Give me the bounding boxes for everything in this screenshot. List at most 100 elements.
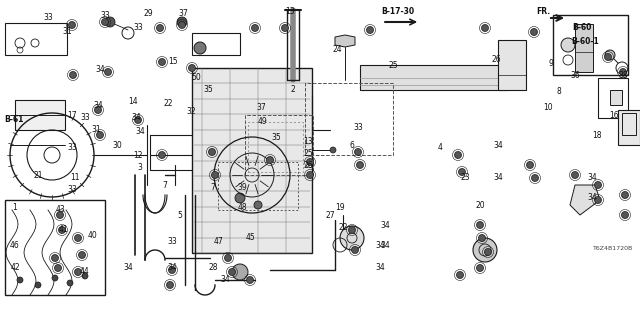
Circle shape	[531, 28, 538, 36]
Text: B-61: B-61	[4, 116, 24, 124]
Text: 4: 4	[438, 143, 442, 153]
Text: 10: 10	[543, 102, 553, 111]
Circle shape	[473, 238, 497, 262]
Text: 44: 44	[80, 268, 90, 276]
Circle shape	[105, 17, 115, 27]
Circle shape	[51, 254, 58, 261]
Text: 26: 26	[303, 161, 313, 170]
Circle shape	[70, 71, 77, 78]
Text: 13: 13	[285, 7, 295, 17]
Text: 3: 3	[138, 164, 143, 172]
Circle shape	[102, 19, 109, 26]
Circle shape	[228, 268, 236, 276]
Circle shape	[134, 116, 141, 124]
Text: 34: 34	[587, 173, 597, 182]
Circle shape	[531, 174, 538, 181]
Text: 7: 7	[163, 180, 168, 189]
Bar	[305, 83, 393, 155]
Circle shape	[82, 273, 88, 279]
Text: 34: 34	[95, 66, 105, 75]
Circle shape	[621, 191, 628, 198]
Circle shape	[67, 280, 73, 286]
Circle shape	[572, 172, 579, 179]
Bar	[192, 68, 312, 253]
Text: 28: 28	[208, 263, 218, 273]
Text: 15: 15	[168, 58, 178, 67]
Circle shape	[159, 59, 166, 66]
Text: 34: 34	[375, 241, 385, 250]
Text: 8: 8	[557, 87, 561, 97]
Text: 47: 47	[213, 237, 223, 246]
Text: B-60-1: B-60-1	[571, 37, 599, 46]
Text: 18: 18	[592, 131, 602, 140]
Text: 13: 13	[303, 138, 313, 147]
Text: 33: 33	[167, 237, 177, 246]
Text: 9: 9	[548, 59, 554, 68]
Circle shape	[527, 162, 534, 169]
Text: 33: 33	[100, 11, 110, 20]
Bar	[360, 65, 508, 90]
Circle shape	[481, 25, 488, 31]
Text: 43: 43	[55, 205, 65, 214]
Text: 50: 50	[191, 73, 201, 82]
Circle shape	[355, 148, 362, 156]
Circle shape	[235, 193, 245, 203]
Circle shape	[595, 196, 602, 204]
Circle shape	[454, 151, 461, 158]
Circle shape	[104, 68, 111, 76]
Text: 24: 24	[332, 45, 342, 54]
Circle shape	[484, 249, 492, 255]
Bar	[15, 100, 65, 130]
Circle shape	[605, 53, 611, 60]
Text: 19: 19	[335, 204, 345, 212]
Circle shape	[74, 235, 81, 242]
Circle shape	[168, 267, 175, 274]
Polygon shape	[335, 35, 355, 47]
Text: T6Z4B1720B: T6Z4B1720B	[593, 245, 633, 251]
Circle shape	[367, 27, 374, 34]
Text: 33: 33	[133, 22, 143, 31]
Text: B-17-30: B-17-30	[381, 7, 415, 17]
Bar	[498, 40, 526, 90]
Text: 22: 22	[163, 99, 173, 108]
Text: 35: 35	[203, 85, 213, 94]
Text: 21: 21	[33, 171, 43, 180]
Circle shape	[194, 42, 206, 54]
Bar	[5, 23, 67, 55]
Circle shape	[477, 221, 483, 228]
Circle shape	[356, 162, 364, 169]
Text: 46: 46	[10, 241, 20, 250]
Text: 42: 42	[10, 263, 20, 273]
Circle shape	[95, 107, 102, 114]
Text: 33: 33	[80, 114, 90, 123]
Text: 34: 34	[131, 114, 141, 123]
Bar	[5, 200, 105, 295]
Circle shape	[252, 25, 259, 31]
Text: 34: 34	[587, 194, 597, 203]
Text: 31: 31	[62, 28, 72, 36]
Circle shape	[561, 38, 575, 52]
Bar	[618, 110, 640, 145]
Bar	[610, 90, 622, 105]
Bar	[575, 24, 593, 72]
Text: 38: 38	[618, 70, 628, 79]
Circle shape	[52, 275, 58, 281]
Bar	[598, 78, 628, 118]
Text: 2: 2	[291, 85, 296, 94]
Text: 14: 14	[128, 98, 138, 107]
Text: 37: 37	[256, 103, 266, 113]
Circle shape	[246, 276, 253, 284]
Text: 30: 30	[112, 140, 122, 149]
Text: 23: 23	[460, 173, 470, 182]
Text: 20: 20	[475, 201, 485, 210]
Text: 27: 27	[325, 211, 335, 220]
Text: 49: 49	[257, 117, 267, 126]
Text: 17: 17	[67, 110, 77, 119]
Text: 34: 34	[375, 263, 385, 273]
Circle shape	[97, 132, 104, 139]
Circle shape	[307, 158, 314, 165]
Bar	[218, 162, 298, 210]
Text: 22: 22	[339, 223, 348, 233]
Text: 33: 33	[67, 186, 77, 195]
Text: 34: 34	[380, 220, 390, 229]
